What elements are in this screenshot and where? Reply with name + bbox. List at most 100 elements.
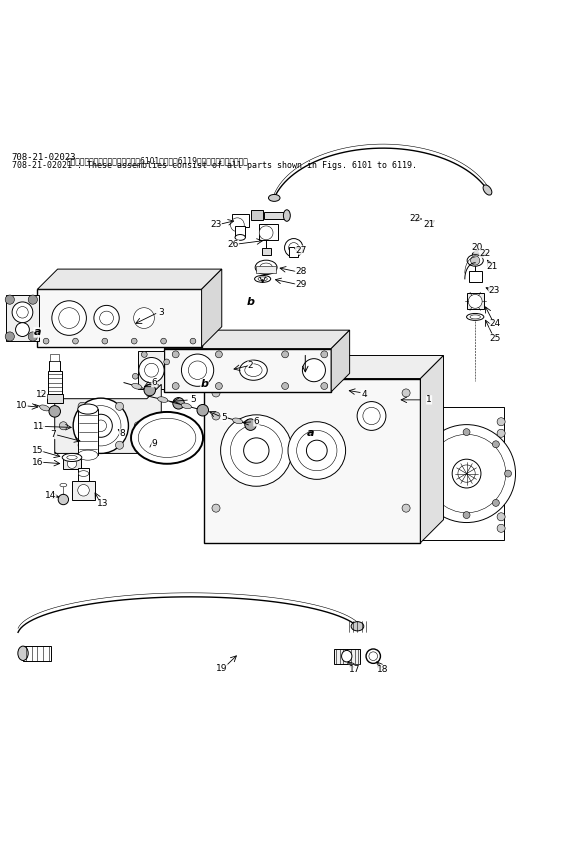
Bar — [138, 351, 164, 389]
Text: 25: 25 — [490, 333, 501, 343]
Ellipse shape — [67, 456, 77, 459]
Circle shape — [78, 403, 86, 410]
Text: これらのアセンブリの構成部品は囶6101図から第6119図の部品まで含みます。: これらのアセンブリの構成部品は囶6101図から第6119図の部品まで含みます。 — [66, 156, 248, 166]
Bar — [164, 349, 331, 392]
Circle shape — [78, 485, 89, 496]
Circle shape — [28, 332, 37, 341]
Circle shape — [402, 389, 410, 397]
Bar — [49, 361, 60, 371]
Text: 3: 3 — [158, 308, 164, 317]
Text: 27: 27 — [295, 245, 306, 255]
Ellipse shape — [131, 412, 203, 463]
Circle shape — [422, 470, 429, 477]
Bar — [37, 289, 202, 347]
Circle shape — [434, 499, 441, 506]
Polygon shape — [55, 384, 161, 453]
Bar — [50, 354, 59, 361]
Bar — [78, 409, 98, 455]
Text: 708-21-02021 : These assemblies consist of all parts shown in Figs. 6101 to 6119: 708-21-02021 : These assemblies consist … — [12, 161, 416, 170]
Circle shape — [497, 524, 505, 533]
Bar — [289, 246, 298, 257]
Circle shape — [52, 301, 86, 335]
Text: a: a — [307, 428, 315, 439]
Ellipse shape — [18, 646, 28, 661]
Ellipse shape — [255, 275, 271, 282]
Circle shape — [458, 465, 475, 482]
Circle shape — [12, 302, 33, 322]
Bar — [262, 248, 271, 255]
Circle shape — [288, 422, 346, 480]
Circle shape — [115, 441, 123, 449]
Ellipse shape — [240, 360, 267, 380]
Circle shape — [497, 429, 505, 437]
Text: a: a — [33, 327, 41, 338]
Ellipse shape — [158, 397, 168, 403]
Circle shape — [5, 295, 14, 304]
Text: 19: 19 — [216, 663, 228, 673]
Circle shape — [81, 405, 121, 446]
Bar — [6, 295, 39, 341]
Circle shape — [43, 339, 49, 344]
Circle shape — [115, 403, 123, 410]
Circle shape — [259, 226, 273, 239]
Bar — [204, 379, 420, 543]
Circle shape — [139, 357, 164, 383]
Ellipse shape — [60, 483, 67, 486]
Circle shape — [134, 308, 154, 328]
Ellipse shape — [283, 209, 290, 221]
Circle shape — [89, 415, 112, 437]
Circle shape — [497, 418, 505, 426]
Ellipse shape — [483, 185, 492, 195]
Circle shape — [190, 339, 196, 344]
Circle shape — [452, 459, 481, 488]
Circle shape — [421, 429, 429, 437]
Circle shape — [95, 420, 107, 432]
Circle shape — [144, 384, 156, 396]
Text: 1: 1 — [426, 395, 432, 404]
Circle shape — [302, 358, 325, 381]
Bar — [63, 458, 81, 469]
Circle shape — [164, 359, 169, 365]
Circle shape — [427, 434, 506, 513]
Ellipse shape — [181, 403, 191, 409]
Text: 12: 12 — [36, 390, 47, 398]
Circle shape — [58, 494, 69, 504]
Text: 18: 18 — [377, 665, 389, 674]
Circle shape — [321, 382, 328, 390]
Circle shape — [230, 425, 282, 476]
Circle shape — [421, 513, 429, 521]
Circle shape — [173, 398, 184, 409]
Ellipse shape — [255, 260, 277, 274]
Ellipse shape — [268, 194, 280, 202]
Circle shape — [434, 441, 441, 448]
Bar — [235, 226, 245, 238]
Ellipse shape — [260, 263, 272, 272]
Circle shape — [505, 470, 511, 477]
Ellipse shape — [369, 652, 378, 661]
Ellipse shape — [342, 651, 352, 662]
Circle shape — [17, 307, 28, 318]
Circle shape — [181, 354, 214, 386]
Text: 5: 5 — [190, 395, 196, 404]
Circle shape — [73, 339, 78, 344]
Text: 20: 20 — [471, 244, 483, 252]
Text: 6: 6 — [151, 378, 157, 387]
Ellipse shape — [78, 450, 98, 460]
Text: 6: 6 — [253, 417, 259, 427]
Circle shape — [172, 351, 179, 357]
Circle shape — [197, 404, 209, 416]
Text: 14: 14 — [45, 491, 56, 500]
Circle shape — [94, 305, 119, 331]
Text: 28: 28 — [295, 268, 306, 276]
Circle shape — [321, 351, 328, 357]
Circle shape — [468, 294, 482, 309]
Circle shape — [471, 256, 480, 265]
Bar — [294, 364, 325, 379]
Circle shape — [134, 422, 142, 430]
Circle shape — [463, 428, 470, 435]
Text: 13: 13 — [97, 499, 108, 508]
Ellipse shape — [40, 405, 50, 411]
Circle shape — [212, 389, 220, 397]
Circle shape — [421, 418, 429, 426]
Circle shape — [67, 459, 77, 469]
